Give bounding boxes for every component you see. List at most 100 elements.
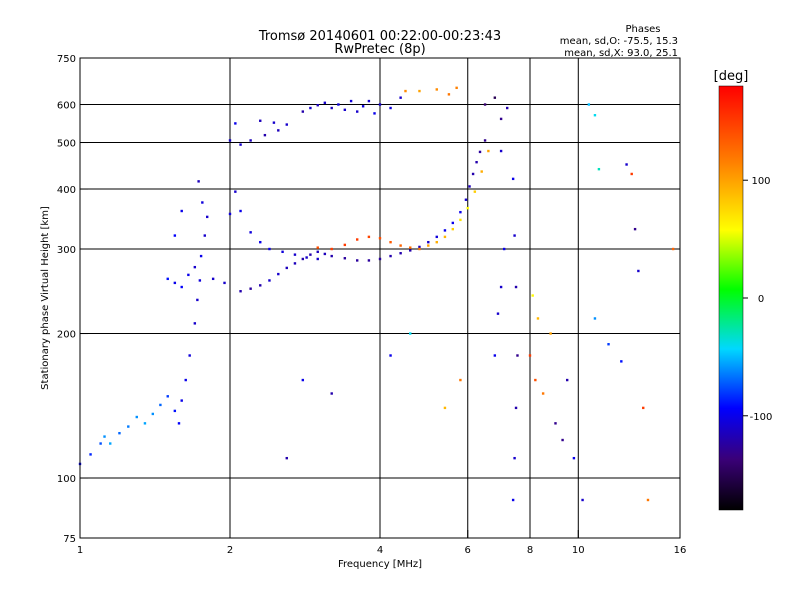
data-point xyxy=(528,354,532,357)
data-point xyxy=(473,190,477,193)
data-point xyxy=(239,209,242,213)
data-point xyxy=(180,285,183,289)
data-point xyxy=(471,172,475,176)
data-point xyxy=(367,235,371,239)
data-point xyxy=(305,256,308,259)
x-tick-label: 4 xyxy=(377,545,383,556)
data-point xyxy=(427,240,430,244)
x-tick-label: 16 xyxy=(674,545,687,556)
chart-subtitle: RwPretec (8p) xyxy=(334,42,425,57)
data-point xyxy=(173,234,177,237)
data-point xyxy=(435,235,438,239)
data-point xyxy=(373,112,376,115)
data-point xyxy=(435,88,438,91)
data-point xyxy=(223,281,226,285)
data-point xyxy=(330,392,333,395)
data-point xyxy=(309,106,312,110)
data-point xyxy=(109,442,112,445)
data-point xyxy=(493,96,497,99)
data-point xyxy=(234,122,237,125)
data-point xyxy=(355,259,359,262)
data-point xyxy=(511,177,515,181)
data-point xyxy=(177,422,181,425)
data-point xyxy=(309,253,312,256)
legend-line-o: mean, sd,O: -75.5, 15.3 xyxy=(560,36,678,47)
y-tick-label: 75 xyxy=(63,534,76,545)
x-axis-label: Frequency [MHz] xyxy=(338,559,422,570)
data-point xyxy=(378,103,382,106)
data-point xyxy=(211,277,215,281)
data-point xyxy=(459,210,462,214)
data-point xyxy=(409,332,412,335)
data-point xyxy=(447,93,451,96)
data-point xyxy=(514,285,518,289)
data-point xyxy=(620,360,623,363)
data-point xyxy=(409,246,412,249)
data-point xyxy=(493,354,497,357)
y-tick-label: 200 xyxy=(57,330,76,341)
data-point xyxy=(180,399,183,402)
data-point xyxy=(511,498,515,502)
data-point xyxy=(330,254,333,258)
data-point xyxy=(367,99,371,103)
data-point xyxy=(389,254,392,258)
gridlines xyxy=(80,58,680,538)
data-point xyxy=(487,149,490,153)
data-point xyxy=(180,209,183,213)
data-point xyxy=(166,395,169,398)
data-point xyxy=(451,227,455,231)
data-point xyxy=(409,249,412,252)
data-point xyxy=(597,167,601,171)
data-point xyxy=(435,240,438,244)
data-point xyxy=(201,201,204,204)
data-point xyxy=(671,247,675,251)
data-point xyxy=(268,247,271,251)
data-point xyxy=(343,108,347,111)
data-point xyxy=(355,238,359,241)
data-point xyxy=(361,105,365,108)
data-point xyxy=(277,129,280,132)
data-point xyxy=(203,234,206,237)
data-point xyxy=(281,250,284,254)
legend-line-x: mean, sd,X: 93.0, 25.1 xyxy=(564,48,678,59)
data-point xyxy=(630,172,633,176)
data-point xyxy=(285,266,288,270)
data-point xyxy=(301,110,305,113)
data-point xyxy=(451,221,455,225)
data-point xyxy=(565,378,569,382)
data-point xyxy=(249,139,252,142)
y-tick-label: 400 xyxy=(57,185,76,196)
x-axis-ticks: 1 2 4 6 8 10 16 xyxy=(77,530,687,556)
data-point xyxy=(464,198,468,201)
data-point xyxy=(316,250,319,254)
data-point xyxy=(625,163,628,166)
data-point xyxy=(234,190,237,193)
data-point xyxy=(572,456,576,460)
data-point xyxy=(355,110,359,113)
colorbar-tick-label: 100 xyxy=(751,176,770,187)
data-point xyxy=(193,265,197,269)
data-point xyxy=(199,254,203,258)
data-point xyxy=(259,119,262,122)
data-point xyxy=(483,139,487,142)
data-point xyxy=(499,149,503,153)
data-point xyxy=(404,89,407,93)
data-point xyxy=(514,406,518,410)
data-point xyxy=(378,257,382,261)
data-point xyxy=(188,354,191,357)
data-point xyxy=(536,317,540,320)
data-point xyxy=(99,442,102,445)
data-point xyxy=(349,99,353,103)
data-point xyxy=(89,453,92,456)
data-point xyxy=(323,101,327,104)
data-point xyxy=(531,294,534,297)
data-point xyxy=(554,422,557,425)
data-point xyxy=(516,354,519,357)
data-point xyxy=(301,378,305,382)
data-point xyxy=(196,298,199,302)
data-point xyxy=(239,290,242,293)
data-point xyxy=(272,121,276,124)
data-point xyxy=(443,229,447,232)
data-point xyxy=(239,143,242,146)
